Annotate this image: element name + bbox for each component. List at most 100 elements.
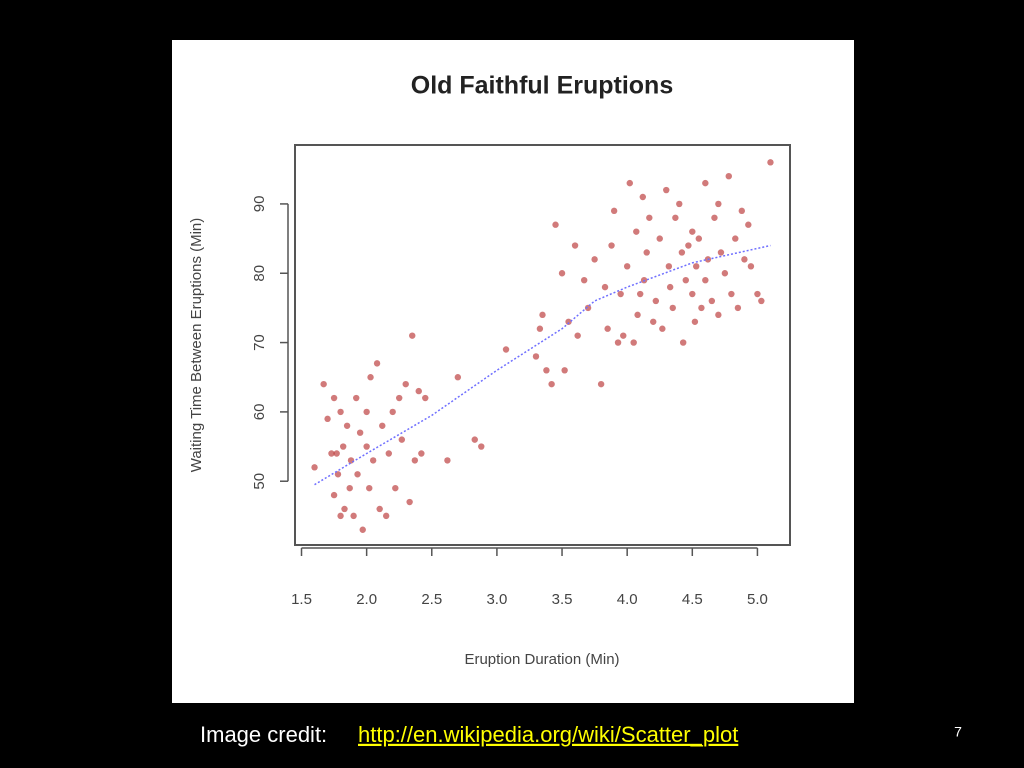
scatter-point [758, 297, 765, 305]
y-tick-label: 50 [251, 473, 268, 490]
scatter-point [346, 484, 353, 492]
scatter-point [536, 325, 544, 332]
scatter-point [324, 415, 331, 423]
scatter-point [402, 380, 409, 388]
scatter-point [725, 172, 732, 180]
scatter-point [558, 270, 566, 277]
scatter-point [328, 450, 335, 457]
scatter-point [678, 249, 686, 256]
scatter-point [623, 263, 631, 270]
scatter-point [334, 471, 342, 478]
scatter-point [672, 214, 679, 221]
scatter-point [392, 484, 399, 492]
scatter-point [767, 159, 774, 166]
scatter-point [444, 457, 451, 464]
scatter-point [669, 304, 676, 312]
scatter-point [532, 353, 540, 360]
scatter-point [320, 380, 327, 388]
scatter-point [376, 505, 383, 513]
scatter-point [574, 332, 581, 339]
scatter-point [646, 214, 653, 221]
y-tick-label: 80 [251, 265, 268, 282]
scatter-point [330, 491, 338, 499]
scatter-point [543, 367, 550, 374]
scatter-point [571, 242, 579, 249]
scatter-point [597, 380, 605, 388]
scatter-point [659, 325, 666, 332]
scatter-point [630, 339, 637, 346]
scatter-point [666, 283, 674, 291]
scatter-point [347, 457, 355, 464]
scatter-point [721, 270, 729, 277]
scatter-point [406, 498, 413, 506]
scatter-point [363, 443, 370, 450]
y-tick-label: 90 [251, 196, 268, 213]
scatter-point [634, 311, 641, 319]
scatter-point [685, 242, 692, 249]
scatter-point [385, 450, 392, 457]
scatter-point [367, 374, 374, 381]
scatter-point [702, 276, 709, 284]
scatter-point [478, 443, 485, 450]
scatter-point [356, 429, 364, 436]
scatter-point [591, 256, 598, 263]
scatter-point [610, 207, 618, 215]
scatter-point [382, 512, 390, 520]
scatter-point [656, 235, 663, 242]
scatter-point [711, 214, 718, 221]
scatter-point [601, 283, 609, 291]
plot-frame [294, 144, 791, 546]
scatter-point [639, 193, 647, 201]
scatter-point [539, 311, 546, 319]
y-tick-label: 70 [251, 334, 268, 351]
scatter-point [366, 484, 373, 492]
scatter-point [604, 325, 611, 332]
credit-link[interactable]: http://en.wikipedia.org/wiki/Scatter_plo… [358, 722, 738, 747]
scatter-point [691, 318, 699, 325]
scatter-point [715, 311, 722, 319]
scatter-point [341, 505, 348, 513]
scatter-point [665, 263, 673, 270]
chart-title: Old Faithful Eruptions [411, 72, 673, 100]
scatter-point [422, 394, 429, 402]
y-axis-label: Waiting Time Between Eruptions (Min) [188, 218, 205, 473]
scatter-point [502, 346, 510, 353]
scatter-point [708, 297, 716, 305]
scatter-point [561, 367, 568, 374]
credit-label: Image credit: [200, 722, 327, 747]
scatter-point [734, 304, 742, 312]
scatter-point [614, 339, 622, 346]
scatter-point [620, 332, 627, 339]
scatter-point [652, 297, 660, 305]
scatter-point [663, 186, 670, 194]
scatter-point [454, 374, 462, 381]
scatter-point [418, 450, 425, 457]
x-tick-label: 2.0 [356, 591, 377, 608]
scatter-point [693, 263, 700, 270]
scatter-point [379, 422, 386, 429]
scatter-point [689, 290, 696, 298]
x-tick-label: 3.5 [552, 591, 573, 608]
scatter-point [339, 443, 347, 450]
scatter-point [754, 290, 761, 298]
scatter-point [565, 318, 572, 325]
scatter-point [617, 290, 624, 298]
scatter-point [702, 179, 709, 187]
page-number: 7 [954, 724, 962, 740]
scatter-point [741, 256, 748, 263]
scatter-point [398, 436, 406, 443]
scatter-point [409, 332, 416, 339]
scatter-point [411, 457, 419, 464]
scatter-point [330, 394, 338, 402]
scatter-point [717, 249, 725, 256]
scatter-point [471, 436, 478, 443]
scatter-point [732, 235, 739, 242]
scatter-point [633, 228, 640, 235]
scatter-point [747, 263, 755, 270]
scatter-point [389, 408, 396, 416]
scatter-point [728, 290, 735, 298]
y-tick-label: 60 [251, 404, 268, 421]
scatter-point [682, 276, 689, 284]
trend-line [314, 244, 771, 486]
